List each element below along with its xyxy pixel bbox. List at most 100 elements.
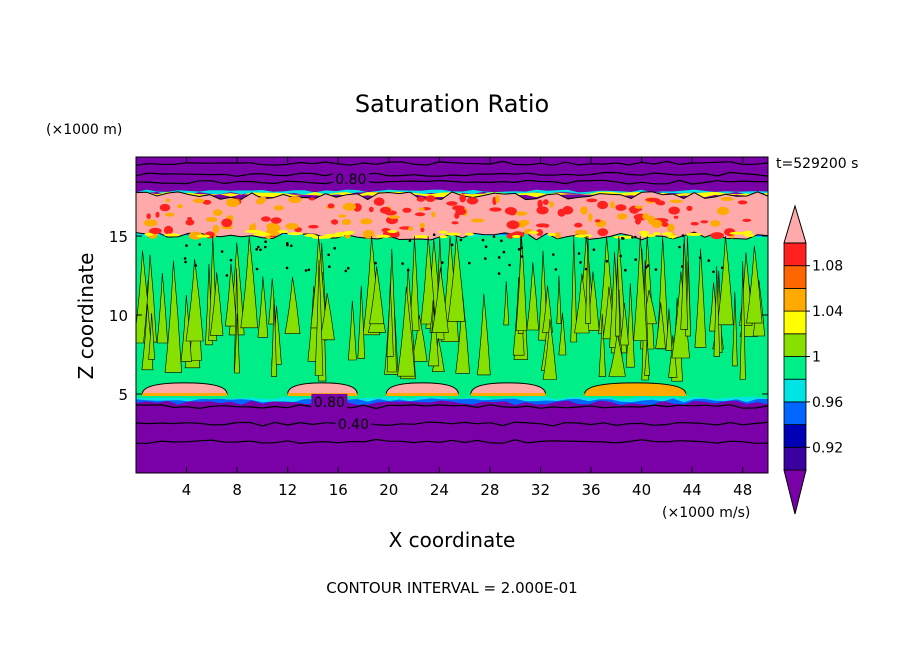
low-supersaturated-patch <box>385 382 459 395</box>
contour-dot <box>286 242 289 245</box>
supersaturation-patch <box>515 211 528 216</box>
colorbar-label: 0.92 <box>812 440 843 456</box>
cloud-plume <box>680 235 689 330</box>
x-tick-label: 4 <box>182 481 192 499</box>
colorbar-segment <box>783 310 807 335</box>
supersaturation-patch <box>506 233 515 239</box>
supersaturation-patch <box>270 217 282 224</box>
contour-dot <box>264 240 267 243</box>
yellow-patch <box>638 230 650 234</box>
cloud-plume <box>156 272 168 344</box>
patch-edge <box>471 393 546 396</box>
contour-dot <box>552 253 555 256</box>
supersaturation-patch <box>536 206 549 215</box>
supersaturation-patch <box>261 216 271 222</box>
contour-dot <box>698 256 702 260</box>
cloud-plume <box>746 245 763 324</box>
cloud-plume <box>671 271 690 359</box>
contour-dot <box>497 272 501 275</box>
x-axis-label: X coordinate <box>389 528 516 552</box>
contour-dot <box>654 268 658 271</box>
contour-dot <box>577 252 581 255</box>
yellow-patch <box>667 235 677 239</box>
supersaturation-patch <box>720 196 734 202</box>
contour-dot <box>285 266 289 270</box>
supersaturation-patch <box>651 219 663 229</box>
yellow-patch <box>438 235 448 239</box>
x-tick-label: 40 <box>632 481 651 499</box>
contour-dot <box>225 274 229 277</box>
contour-line <box>136 404 768 410</box>
colorbar: 1.08 1.04 1 0.96 0.92 <box>783 204 843 515</box>
supersaturation-patch <box>542 199 549 206</box>
supersaturation-patch <box>506 220 520 230</box>
contour-dot <box>346 266 350 270</box>
cloud-plume <box>185 258 204 342</box>
contour-label-bg <box>335 416 372 433</box>
x-tick-label: 32 <box>531 481 550 499</box>
contour-label-bg <box>332 171 369 188</box>
yellow-patch <box>585 234 592 238</box>
contour-dot <box>619 254 622 258</box>
low-supersaturated-patch <box>470 382 547 395</box>
colorbar-segment <box>783 446 807 471</box>
cloud-plume <box>739 261 746 380</box>
field <box>136 157 768 473</box>
contour-dot <box>441 261 444 264</box>
contour-dot <box>184 260 187 264</box>
cloud-plume <box>665 308 673 351</box>
chart-title: Saturation Ratio <box>355 90 549 118</box>
supersaturation-patch <box>212 224 220 234</box>
x-tick-label: 44 <box>683 481 702 499</box>
supersaturation-patch <box>205 217 218 222</box>
cloud-plume <box>633 235 648 341</box>
contour-dot <box>681 234 685 237</box>
supersaturation-patch <box>555 232 561 239</box>
cloud-plume <box>257 276 269 338</box>
supersaturation-patch <box>661 222 669 227</box>
colorbar-segment <box>783 401 807 425</box>
contour-line <box>136 171 768 177</box>
supersaturation-patch <box>420 227 425 233</box>
supersaturation-patch <box>459 194 467 203</box>
colorbar-segment <box>783 287 807 312</box>
supersaturation-patch <box>274 225 281 231</box>
cloud-plume <box>148 313 155 360</box>
supersaturation-patch <box>597 228 609 237</box>
cloud-plume <box>570 235 578 343</box>
contour-dot <box>220 250 224 253</box>
supersaturation-patch <box>470 218 485 223</box>
x-tick-label: 36 <box>581 481 600 499</box>
supersaturation-patch <box>710 220 721 227</box>
yellow-patch <box>164 233 180 237</box>
patch-edge <box>386 393 459 396</box>
contour-dot <box>344 269 348 273</box>
supersaturation-patch <box>642 213 650 220</box>
supersaturation-patch <box>518 220 527 228</box>
y-tick-label: 10 <box>109 307 128 325</box>
colorbar-bottom-arrow <box>783 469 807 515</box>
supersaturation-patch <box>580 206 588 215</box>
supersaturation-patch <box>686 205 693 211</box>
supersaturation-patch <box>258 196 267 203</box>
contour-dot <box>481 238 485 242</box>
yellow-patch <box>574 234 589 238</box>
cloud-plume <box>284 276 301 334</box>
supersaturation-patch <box>668 206 680 215</box>
contour-dot <box>712 270 715 274</box>
patch-edge <box>584 393 686 396</box>
time-label: t=529200 s <box>776 156 858 172</box>
supersaturation-patch <box>586 198 598 203</box>
supersaturation-patch <box>341 219 352 225</box>
cloud-plume <box>614 258 621 337</box>
contour-line <box>136 160 768 166</box>
supersaturation-patch <box>368 206 374 213</box>
contour-dot <box>592 248 596 251</box>
supersaturation-patch <box>446 201 458 206</box>
contour-dot <box>605 259 609 263</box>
x-tick-label: 28 <box>480 481 499 499</box>
yellow-patch <box>661 232 674 236</box>
contour-dot <box>450 243 454 247</box>
cloud-plume <box>503 281 510 326</box>
yellow-patch <box>304 233 317 237</box>
